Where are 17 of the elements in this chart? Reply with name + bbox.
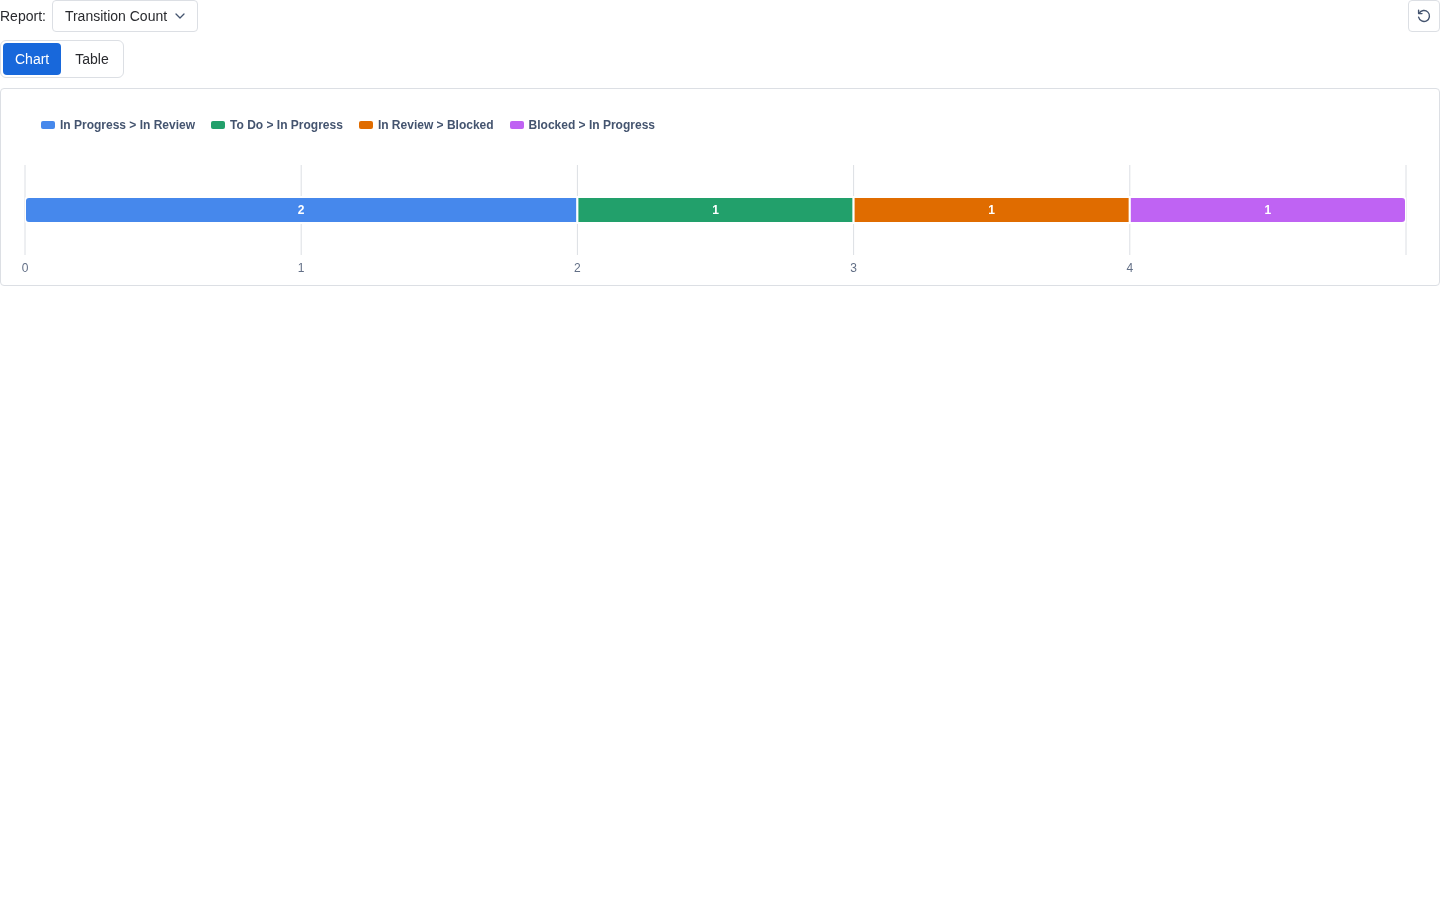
legend-label: In Review > Blocked bbox=[377, 118, 494, 132]
data-label: 2 bbox=[297, 203, 305, 218]
data-label: 1 bbox=[1264, 203, 1272, 218]
data-label: 1 bbox=[712, 203, 720, 218]
data-label: 1 bbox=[988, 203, 996, 218]
legend-label: Blocked > In Progress bbox=[528, 118, 655, 132]
text: Report: bbox=[0, 8, 46, 24]
x-tick-label: 4 bbox=[1126, 260, 1134, 275]
dropdown: Transition Count bbox=[51, 0, 199, 32]
x-tick-label: 2 bbox=[574, 260, 582, 275]
x-tick-label: 0 bbox=[21, 260, 29, 275]
selected-tab: Chart bbox=[3, 43, 62, 75]
x-tick-label: 1 bbox=[297, 260, 305, 275]
x-tick-label: 3 bbox=[850, 260, 858, 275]
legend-label: To Do > In Progress bbox=[230, 118, 343, 132]
tab-group: Chart Table bbox=[0, 40, 124, 78]
legend-label: In Progress > In Review bbox=[60, 118, 196, 132]
